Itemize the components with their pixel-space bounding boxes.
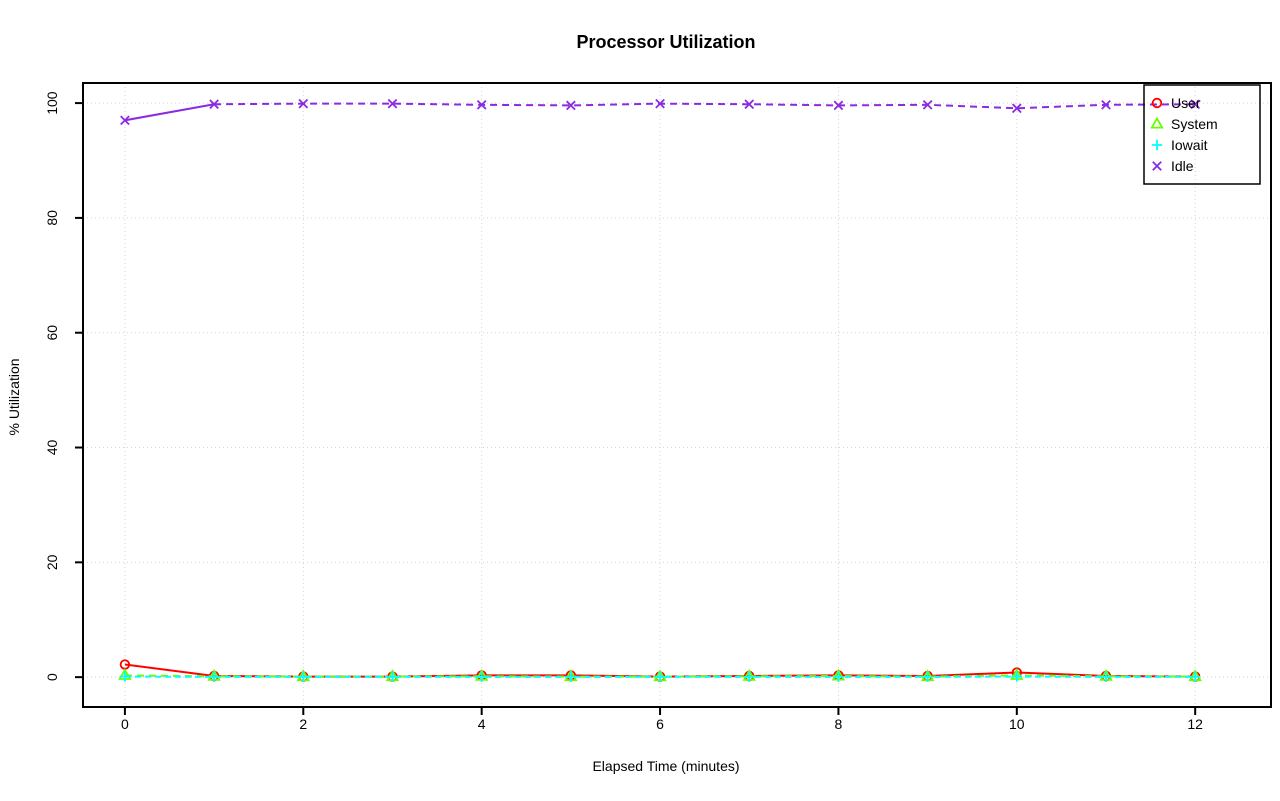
x-marker-icon: [1152, 161, 1162, 171]
legend-item-idle: Idle: [1152, 158, 1194, 174]
legend-box: [1143, 84, 1261, 185]
y-axis: 0 20 40 60 80 100: [44, 91, 83, 681]
y-tick-label: 0: [44, 673, 60, 681]
y-tick-label: 100: [44, 91, 60, 115]
grid-lines: [83, 83, 1271, 707]
x-marker-icon: [566, 100, 576, 111]
x-marker-icon: [209, 99, 219, 110]
plus-marker-icon: [1151, 139, 1163, 151]
plus-marker-icon: [1100, 671, 1112, 683]
x-marker-icon: [1101, 99, 1111, 110]
x-marker-icon: [744, 99, 755, 110]
x-marker-icon: [922, 99, 933, 110]
x-tick-label: 6: [656, 716, 664, 732]
x-marker-icon: [1190, 99, 1201, 110]
chart-render-root: 0 2 4 6 8 10 12 0 20 40 60 80 100 User System Iowait Idl…: [44, 82, 1272, 732]
circle-marker-icon: [1151, 97, 1163, 109]
x-tick-label: 0: [121, 716, 129, 732]
series-line-idle: [124, 103, 215, 122]
legend-item-system: System: [1150, 116, 1218, 132]
plus-marker-icon: [387, 671, 398, 683]
plus-marker-icon: [654, 671, 666, 683]
x-marker-icon: [298, 98, 309, 109]
y-tick-label: 20: [44, 554, 60, 570]
y-tick-label: 80: [44, 210, 60, 226]
x-tick-label: 8: [835, 716, 843, 732]
x-marker-icon: [833, 100, 844, 111]
triangle-marker-icon: [1150, 116, 1164, 129]
x-tick-label: 10: [1009, 716, 1025, 732]
legend: User System Iowait Idle: [1143, 84, 1261, 185]
x-marker-icon: [1011, 103, 1022, 114]
series-line-idle: [214, 102, 1196, 110]
plus-marker-icon: [922, 671, 933, 683]
plus-marker-icon: [208, 671, 220, 683]
legend-item-iowait: Iowait: [1151, 137, 1208, 153]
plus-marker-icon: [744, 671, 755, 683]
legend-label: User: [1171, 95, 1201, 111]
plus-marker-icon: [476, 671, 487, 683]
plus-marker-icon: [565, 671, 577, 683]
legend-label: Idle: [1171, 158, 1194, 174]
y-tick-label: 60: [44, 325, 60, 341]
x-tick-label: 2: [299, 716, 307, 732]
x-axis-label: Elapsed Time (minutes): [592, 758, 739, 774]
chart-title: Processor Utilization: [576, 32, 755, 52]
plot-box: [82, 82, 1272, 708]
legend-label: Iowait: [1171, 137, 1208, 153]
plus-marker-icon: [119, 671, 131, 682]
x-marker-icon: [655, 98, 665, 109]
y-tick-label: 40: [44, 440, 60, 456]
x-axis: 0 2 4 6 8 10 12: [121, 707, 1203, 732]
x-marker-icon: [476, 99, 487, 110]
series-iowait: [119, 671, 1201, 683]
series-idle: [120, 98, 1201, 126]
x-marker-icon: [387, 98, 398, 109]
plus-marker-icon: [298, 671, 309, 683]
legend-label: System: [1171, 116, 1218, 132]
x-tick-label: 4: [478, 716, 486, 732]
plus-marker-icon: [1011, 671, 1023, 682]
plus-marker-icon: [1189, 671, 1201, 683]
legend-item-user: User: [1151, 95, 1201, 111]
x-marker-icon: [120, 115, 130, 126]
x-tick-label: 12: [1187, 716, 1203, 732]
y-axis-label: % Utilization: [6, 358, 22, 435]
plus-marker-icon: [833, 671, 844, 683]
